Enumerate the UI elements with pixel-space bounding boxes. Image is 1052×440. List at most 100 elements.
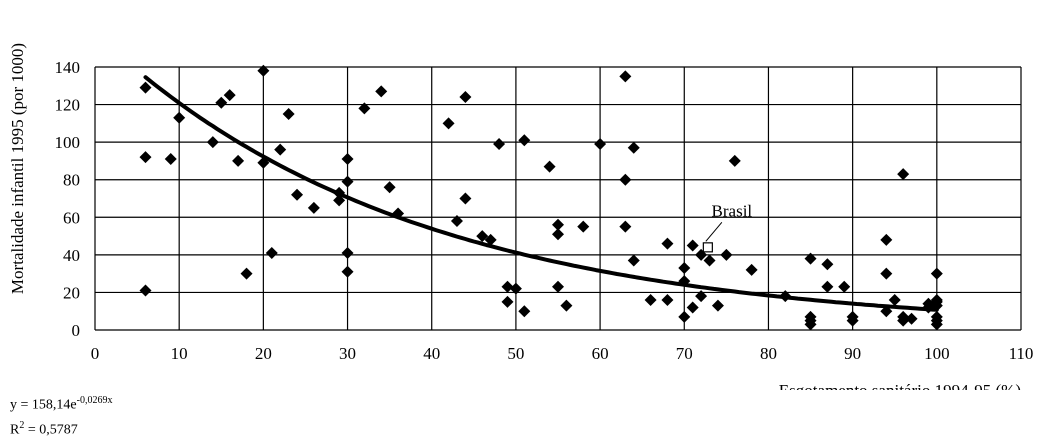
- data-point: [619, 70, 632, 83]
- x-tick-label: 50: [507, 344, 524, 363]
- data-point: [678, 275, 691, 288]
- y-tick-label: 60: [63, 208, 80, 227]
- data-point: [711, 299, 724, 312]
- data-point: [930, 293, 943, 306]
- data-point: [804, 252, 817, 265]
- data-point: [560, 299, 573, 312]
- equation-exponent: -0,0269x: [76, 395, 113, 406]
- axis-labels: 0 20 40 60 80 100 120 140 0 10 20 30 40 50 60 70 80 90 100…: [8, 43, 1033, 390]
- data-point: [838, 280, 851, 293]
- data-point: [846, 314, 859, 327]
- data-point: [139, 284, 152, 297]
- data-point: [459, 192, 472, 205]
- data-point: [720, 248, 733, 261]
- data-point: [164, 153, 177, 166]
- data-point: [341, 153, 354, 166]
- data-point: [215, 96, 228, 109]
- data-point: [627, 254, 640, 267]
- data-point: [888, 293, 901, 306]
- data-point: [552, 218, 564, 231]
- data-point: [686, 301, 699, 314]
- data-point: [265, 246, 278, 259]
- data-point: [804, 318, 817, 331]
- data-point: [139, 151, 152, 164]
- data-point: [779, 290, 792, 303]
- y-tick-label: 0: [72, 321, 81, 340]
- data-point: [922, 301, 935, 314]
- data-point: [257, 64, 270, 77]
- data-point: [509, 282, 522, 295]
- data-point: [484, 233, 497, 246]
- data-point: [695, 290, 708, 303]
- data-point: [383, 181, 396, 194]
- data-point: [821, 258, 834, 271]
- data-point: [552, 280, 564, 293]
- data-point: [897, 314, 910, 327]
- regression-equation: y = 158,14e-0,0269x R2 = 0,5787: [10, 391, 112, 440]
- x-tick-label: 0: [91, 344, 100, 363]
- x-tick-label: 80: [760, 344, 777, 363]
- data-point: [291, 188, 304, 201]
- data-point: [257, 156, 270, 169]
- data-point: [341, 246, 354, 259]
- y-tick-label: 120: [55, 96, 81, 115]
- data-point: [274, 143, 287, 156]
- x-tick-label: 100: [924, 344, 950, 363]
- data-point: [518, 305, 531, 318]
- data-point: [501, 280, 514, 293]
- x-tick-label: 110: [1009, 344, 1034, 363]
- x-tick-label: 40: [423, 344, 440, 363]
- x-tick-label: 20: [255, 344, 272, 363]
- data-point: [594, 138, 607, 151]
- data-point: [307, 201, 320, 214]
- y-tick-label: 40: [63, 246, 80, 265]
- data-point: [341, 175, 354, 188]
- data-point: [627, 141, 640, 154]
- data-point: [223, 89, 236, 102]
- data-point: [282, 107, 295, 120]
- data-point: [552, 228, 564, 241]
- data-point: [678, 262, 691, 275]
- brasil-marker: [702, 242, 713, 253]
- data-point: [619, 173, 632, 186]
- x-tick-label: 70: [676, 344, 693, 363]
- data-points: [139, 64, 943, 331]
- data-point: [930, 267, 943, 280]
- y-tick-label: 100: [55, 133, 81, 152]
- data-point: [240, 267, 253, 280]
- brasil-leader-line: [705, 222, 723, 242]
- scatter-chart: Brasil 0 20 40 60 80 100 120 140 0 10 20 30 40 50 60 70…: [8, 43, 1033, 390]
- data-point: [661, 237, 674, 250]
- x-tick-label: 90: [844, 344, 861, 363]
- data-point: [661, 293, 674, 306]
- data-point: [450, 215, 463, 228]
- equation-line: y = 158,14e-0,0269x: [10, 391, 112, 416]
- x-tick-label: 60: [592, 344, 609, 363]
- axes: [94, 67, 1021, 331]
- y-axis-title: Mortalidade infantil 1995 (por 1000): [8, 43, 27, 294]
- data-point: [930, 318, 943, 331]
- highlight-group: Brasil: [702, 201, 753, 253]
- data-point: [206, 136, 219, 149]
- data-point: [358, 102, 371, 115]
- data-point: [619, 220, 632, 233]
- data-point: [821, 280, 834, 293]
- data-point: [905, 312, 918, 325]
- y-tick-label: 80: [63, 171, 80, 190]
- data-point: [897, 168, 910, 181]
- data-point: [442, 117, 455, 130]
- data-point: [493, 138, 506, 151]
- data-point: [501, 295, 514, 308]
- data-point: [232, 154, 245, 167]
- data-point: [703, 254, 716, 267]
- data-point: [375, 85, 388, 98]
- brasil-label: Brasil: [712, 201, 753, 220]
- r2-line: R2 = 0,5787: [10, 416, 112, 440]
- r2-text: R: [10, 422, 20, 438]
- x-axis-title: Esgotamento sanitário 1994-95 (%): [779, 381, 1021, 390]
- data-point: [678, 310, 691, 323]
- data-point: [880, 233, 893, 246]
- data-point: [518, 134, 531, 147]
- data-point: [880, 267, 893, 280]
- data-point: [644, 293, 657, 306]
